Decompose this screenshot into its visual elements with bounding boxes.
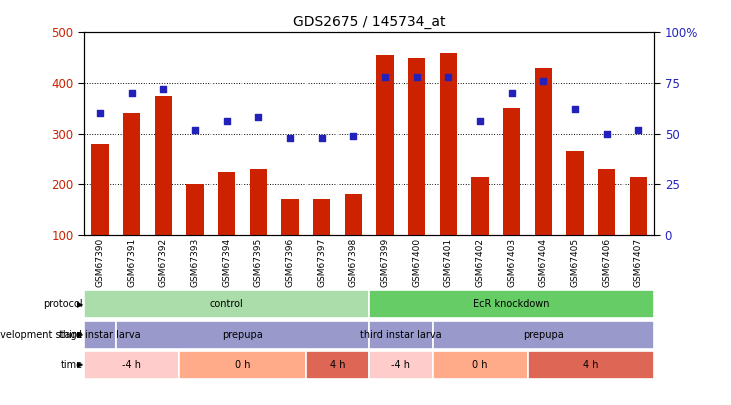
Bar: [249, 169, 267, 235]
Bar: [84, 290, 369, 318]
Text: prepupa: prepupa: [523, 330, 564, 339]
Bar: [439, 53, 457, 235]
Bar: [369, 290, 654, 318]
Point: [379, 74, 391, 80]
Bar: [433, 320, 654, 349]
Point: [632, 126, 644, 133]
Bar: [274, 32, 306, 235]
Bar: [471, 177, 489, 235]
Point: [284, 134, 296, 141]
Text: ▶: ▶: [77, 330, 83, 339]
Point: [126, 90, 137, 96]
Bar: [313, 200, 330, 235]
Bar: [338, 32, 369, 235]
Text: third instar larva: third instar larva: [59, 330, 140, 339]
Bar: [567, 151, 584, 235]
Bar: [154, 96, 172, 235]
Point: [221, 118, 232, 125]
Bar: [91, 144, 109, 235]
Bar: [629, 177, 647, 235]
Text: ▶: ▶: [77, 300, 83, 309]
Point: [347, 132, 359, 139]
Point: [252, 114, 264, 121]
Text: control: control: [210, 299, 243, 309]
Text: -4 h: -4 h: [391, 360, 410, 370]
Bar: [84, 320, 115, 349]
Point: [474, 118, 486, 125]
Text: -4 h: -4 h: [122, 360, 141, 370]
Bar: [148, 32, 179, 235]
Bar: [84, 351, 179, 379]
Bar: [408, 58, 425, 235]
Text: 0 h: 0 h: [472, 360, 488, 370]
Bar: [186, 184, 204, 235]
Bar: [306, 351, 369, 379]
Point: [316, 134, 327, 141]
Bar: [369, 320, 433, 349]
Text: prepupa: prepupa: [222, 330, 263, 339]
Bar: [306, 32, 338, 235]
Bar: [84, 32, 115, 235]
Point: [506, 90, 518, 96]
Point: [537, 78, 549, 84]
Point: [442, 74, 454, 80]
Text: EcR knockdown: EcR knockdown: [474, 299, 550, 309]
Point: [94, 110, 106, 117]
Bar: [433, 32, 464, 235]
Point: [157, 86, 169, 92]
Point: [601, 130, 613, 137]
Text: 4 h: 4 h: [330, 360, 345, 370]
Bar: [123, 113, 140, 235]
Bar: [211, 32, 243, 235]
Bar: [598, 169, 616, 235]
Point: [569, 106, 581, 113]
Title: GDS2675 / 145734_at: GDS2675 / 145734_at: [293, 15, 445, 29]
Bar: [369, 32, 401, 235]
Bar: [243, 32, 274, 235]
Bar: [344, 194, 362, 235]
Text: 4 h: 4 h: [583, 360, 599, 370]
Text: development stage: development stage: [0, 330, 83, 339]
Point: [189, 126, 201, 133]
Bar: [534, 68, 552, 235]
Bar: [496, 32, 528, 235]
Text: ▶: ▶: [77, 360, 83, 369]
Text: 0 h: 0 h: [235, 360, 250, 370]
Bar: [623, 32, 654, 235]
Text: time: time: [61, 360, 83, 370]
Bar: [464, 32, 496, 235]
Bar: [528, 32, 559, 235]
Bar: [433, 351, 528, 379]
Bar: [401, 32, 433, 235]
Bar: [115, 320, 369, 349]
Bar: [528, 351, 654, 379]
Bar: [376, 55, 394, 235]
Bar: [115, 32, 148, 235]
Bar: [369, 351, 433, 379]
Bar: [179, 351, 306, 379]
Bar: [559, 32, 591, 235]
Bar: [179, 32, 211, 235]
Bar: [503, 108, 520, 235]
Point: [411, 74, 423, 80]
Bar: [218, 172, 235, 235]
Text: third instar larva: third instar larva: [360, 330, 442, 339]
Bar: [591, 32, 623, 235]
Bar: [281, 200, 299, 235]
Text: protocol: protocol: [43, 299, 83, 309]
